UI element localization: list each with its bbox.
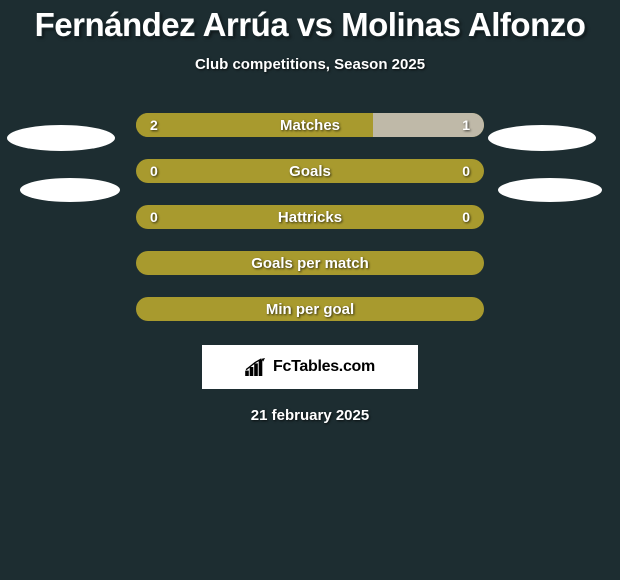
photo-placeholder-blob (7, 125, 115, 151)
bar-left-value: 0 (150, 205, 158, 229)
bar-label: Goals per match (136, 251, 484, 275)
bar-right-value: 1 (462, 113, 470, 137)
stat-row: Matches2 1 (136, 113, 484, 137)
logo-text: FcTables.com (273, 358, 375, 376)
bar-left-value: 0 (150, 159, 158, 183)
photo-placeholder-blob (20, 178, 120, 202)
bar-label: Matches (136, 113, 484, 137)
stat-row: Min per goal (136, 297, 484, 321)
stat-row: Goals0 0 (136, 159, 484, 183)
page-title: Fernández Arrúa vs Molinas Alfonzo (0, 0, 620, 44)
bar-right-value: 0 (462, 159, 470, 183)
stat-row: Hattricks0 0 (136, 205, 484, 229)
stat-row: Goals per match (136, 251, 484, 275)
bar-label: Goals (136, 159, 484, 183)
logo-box: FcTables.com (202, 345, 418, 389)
date-text: 21 february 2025 (0, 407, 620, 424)
photo-placeholder-blob (498, 178, 602, 202)
photo-placeholder-blob (488, 125, 596, 151)
bar-label: Hattricks (136, 205, 484, 229)
bar-right-value: 0 (462, 205, 470, 229)
subtitle: Club competitions, Season 2025 (0, 56, 620, 73)
bar-left-value: 2 (150, 113, 158, 137)
fctables-logo-icon (245, 358, 267, 376)
bar-label: Min per goal (136, 297, 484, 321)
